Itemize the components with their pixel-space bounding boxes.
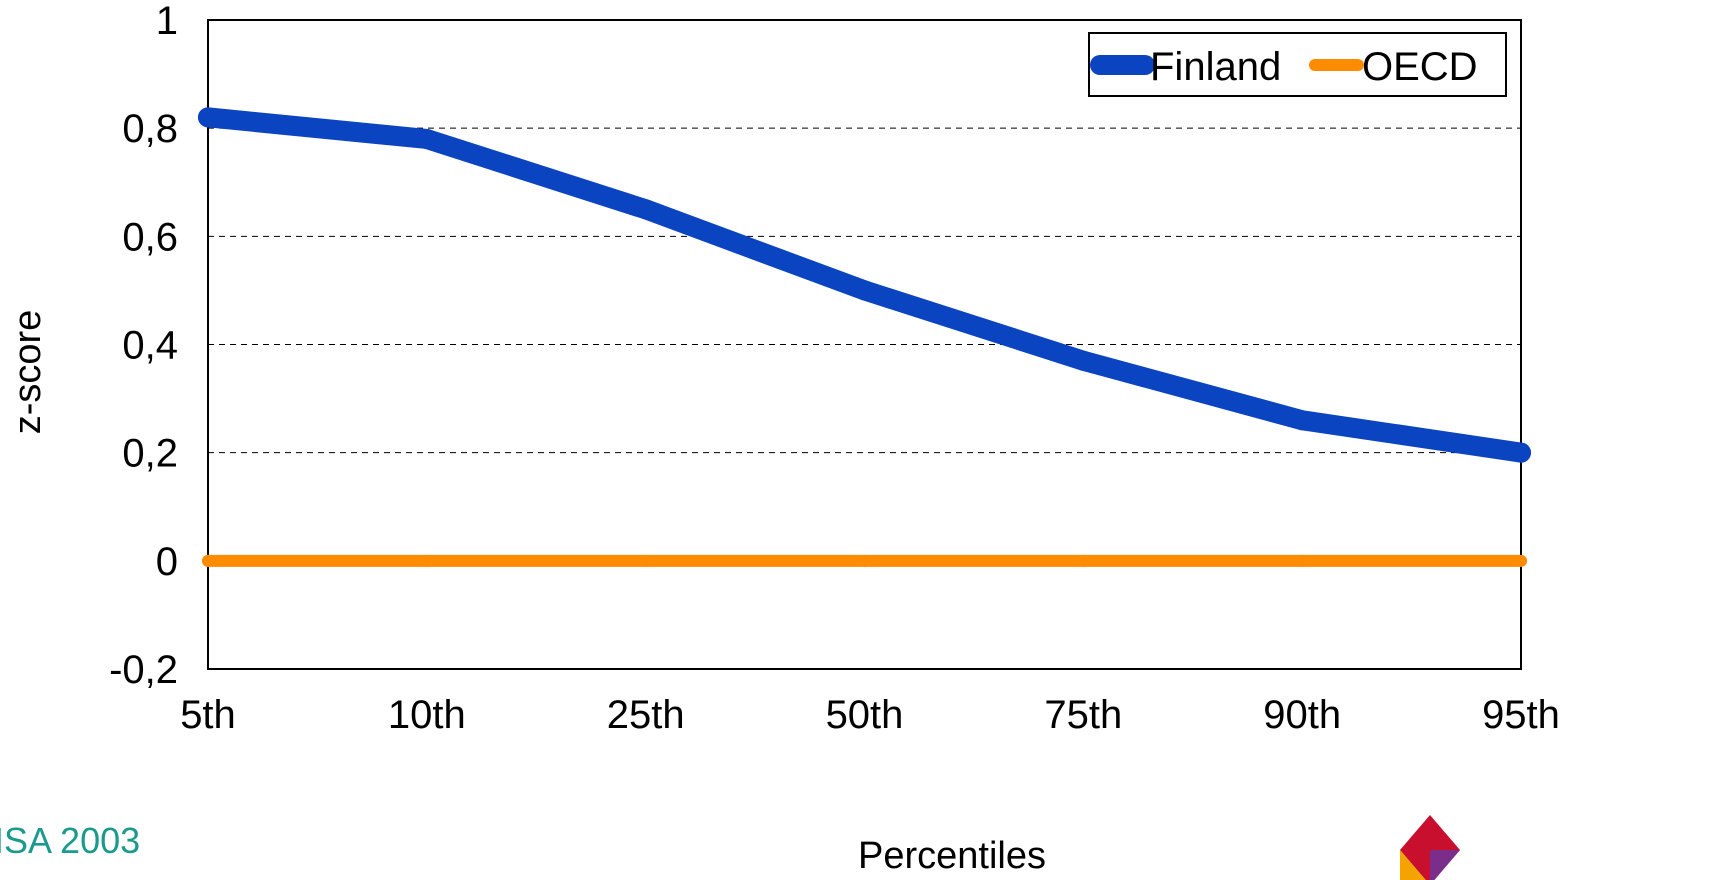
series-layer — [198, 107, 1531, 567]
y-tick-label: 0,2 — [122, 432, 178, 476]
x-tick-label: 10th — [388, 693, 466, 737]
y-axis-ticks: -0,2 0 0,2 0,4 0,6 0,8 1 — [109, 0, 178, 692]
x-axis-title: Percentiles — [858, 835, 1046, 876]
data-point-oecd — [1515, 554, 1527, 567]
y-tick-label: 0 — [156, 540, 178, 584]
legend-box — [1088, 32, 1507, 97]
x-tick-label: 50th — [826, 693, 904, 737]
data-point-finland — [635, 199, 656, 220]
x-tick-label: 5th — [180, 693, 236, 737]
y-tick-label: 1 — [156, 0, 178, 43]
y-tick-label: 0,8 — [122, 107, 178, 151]
x-tick-label: 90th — [1263, 693, 1341, 737]
plot-area — [207, 19, 1522, 670]
legend-label-oecd: OECD — [1362, 45, 1478, 89]
y-tick-label: -0,2 — [109, 648, 178, 692]
data-point-finland — [1292, 410, 1313, 431]
x-tick-label: 75th — [1044, 693, 1122, 737]
data-point-finland — [854, 280, 875, 301]
y-tick-label: 0,4 — [122, 324, 178, 368]
data-point-oecd — [202, 554, 214, 567]
legend-label-finland: Finland — [1150, 45, 1281, 89]
y-axis-title: z-score — [7, 310, 49, 435]
x-tick-label: 25th — [607, 693, 685, 737]
data-point-oecd — [1077, 554, 1090, 567]
grid-lines — [208, 127, 1521, 562]
legend: Finland OECD — [1088, 32, 1507, 97]
plot-border — [207, 19, 1522, 670]
data-point-finland — [1511, 442, 1531, 463]
data-point-finland — [1073, 350, 1094, 371]
x-tick-label: 95th — [1482, 693, 1560, 737]
data-point-oecd — [1296, 554, 1309, 567]
data-point-oecd — [639, 554, 652, 567]
logo — [1370, 810, 1490, 880]
y-tick-label: 0,6 — [122, 215, 178, 259]
data-point-oecd — [858, 554, 871, 567]
x-axis-ticks: 5th 10th 25th 50th 75th 90th 95th — [180, 693, 1560, 737]
data-point-finland — [416, 128, 437, 149]
source-label: ISA 2003 — [0, 820, 141, 861]
data-point-oecd — [420, 554, 433, 567]
data-point-finland — [198, 107, 218, 128]
